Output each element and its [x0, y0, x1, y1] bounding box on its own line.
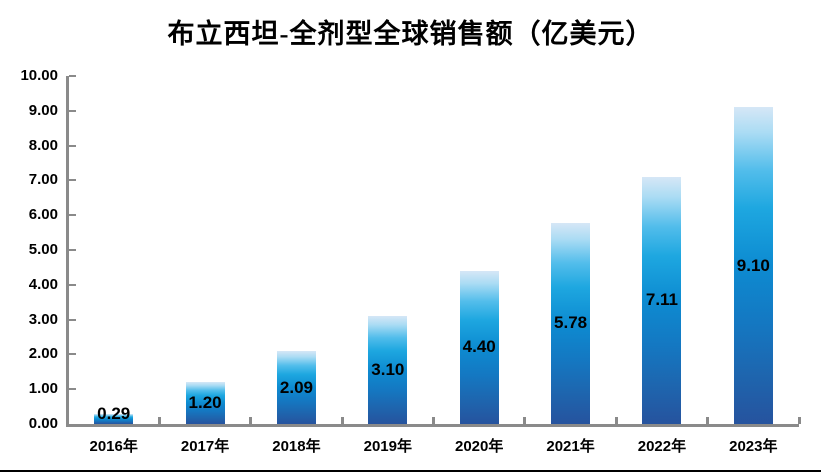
- bottom-border-line: [0, 470, 821, 472]
- y-axis-label: 9.00: [28, 101, 58, 119]
- y-axis-tick: [69, 179, 76, 182]
- data-label: 0.29: [97, 404, 131, 423]
- chart-title: 布立西坦-全剂型全球销售额（亿美元）: [167, 19, 654, 49]
- y-axis-label: 10.00: [20, 67, 58, 84]
- x-axis-line: [66, 424, 799, 427]
- x-axis-label: 2023年: [729, 438, 778, 455]
- y-axis-label: 2.00: [28, 345, 58, 363]
- bar-2023: [733, 107, 773, 424]
- bar-2021: [551, 222, 591, 424]
- y-axis-label: 6.00: [28, 206, 58, 224]
- y-axis-tick: [69, 353, 76, 356]
- y-axis-tick: [69, 388, 76, 391]
- x-axis-label: 2018年: [272, 438, 321, 455]
- y-axis-label: 5.00: [28, 241, 58, 258]
- data-label: 9.10: [736, 255, 770, 275]
- y-axis-tick: [69, 109, 76, 112]
- bar-2020: [459, 270, 499, 424]
- y-axis-tick: [69, 283, 76, 286]
- data-label: 4.40: [462, 337, 496, 357]
- data-label: 1.20: [188, 393, 222, 413]
- y-axis-tick: [69, 318, 76, 321]
- data-label: 5.78: [554, 313, 588, 333]
- x-axis-tick: [706, 417, 710, 424]
- x-axis-tick: [340, 417, 344, 424]
- bar-2019: [368, 316, 408, 424]
- x-axis-label: 2020年: [455, 438, 504, 455]
- y-axis-label: 8.00: [28, 136, 58, 154]
- x-axis-tick: [797, 417, 801, 424]
- bar-2017: [185, 382, 225, 424]
- x-axis-label: 2022年: [637, 438, 687, 455]
- x-axis-label: 2016年: [89, 438, 138, 455]
- data-label: 3.10: [371, 360, 405, 380]
- x-axis-label: 2019年: [363, 438, 412, 455]
- bar-2022: [642, 176, 682, 424]
- data-label: 7.11: [645, 290, 679, 310]
- bar-2016: [94, 413, 134, 424]
- x-axis-label: 2017年: [180, 438, 230, 455]
- y-axis-label: 7.00: [28, 171, 58, 189]
- x-axis-label: 2021年: [546, 438, 595, 455]
- bar-2018: [276, 351, 316, 424]
- x-axis-tick: [523, 417, 527, 424]
- y-axis-label: 1.00: [28, 380, 58, 398]
- y-axis-tick: [69, 144, 76, 147]
- y-axis-label: 3.00: [28, 310, 58, 328]
- x-axis-tick: [432, 417, 435, 424]
- x-axis-tick: [249, 417, 253, 424]
- x-axis-tick: [157, 417, 161, 424]
- y-axis-tick: [69, 214, 76, 217]
- y-axis-label: 4.00: [28, 275, 58, 293]
- y-axis-line: [66, 76, 69, 427]
- y-axis-label: 0.00: [28, 415, 58, 432]
- x-axis-tick: [614, 417, 618, 424]
- y-axis-tick: [69, 75, 76, 77]
- data-label: 2.09: [279, 377, 313, 397]
- y-axis-tick: [69, 249, 76, 251]
